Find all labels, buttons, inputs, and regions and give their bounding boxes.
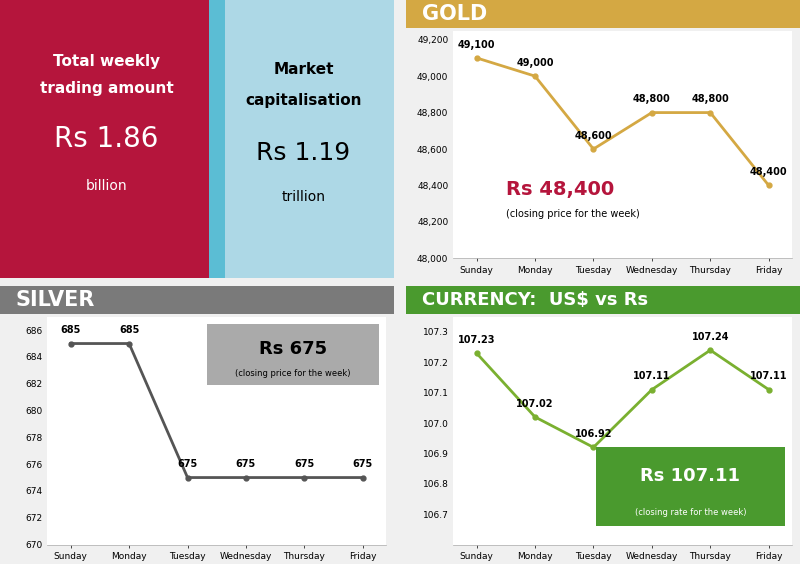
Bar (0, 286, 394, 314)
Bar (406, 286, 800, 314)
Text: Rs 1.19: Rs 1.19 (256, 141, 350, 165)
Text: Market: Market (273, 62, 334, 77)
Text: GOLD: GOLD (422, 4, 487, 24)
Text: Total weekly: Total weekly (53, 54, 160, 69)
Text: Rs 1.86: Rs 1.86 (54, 125, 158, 153)
Bar (406, 0, 800, 28)
Bar (209, 0, 225, 278)
Text: SILVER: SILVER (16, 290, 95, 310)
Text: billion: billion (86, 179, 127, 193)
Bar (217, 0, 394, 278)
Text: CURRENCY:  US$ vs Rs: CURRENCY: US$ vs Rs (422, 291, 648, 309)
Text: trillion: trillion (282, 190, 326, 204)
Text: trading amount: trading amount (39, 81, 174, 96)
Text: capitalisation: capitalisation (245, 92, 362, 108)
